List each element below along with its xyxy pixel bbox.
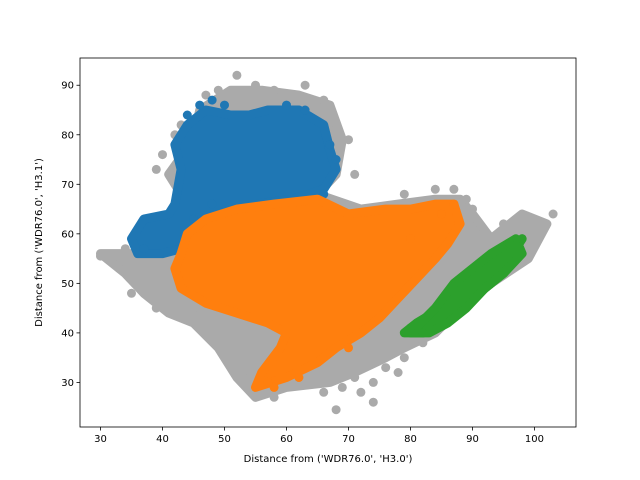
x-tick-label: 100 xyxy=(525,434,544,445)
data-point-green-3 xyxy=(418,328,428,338)
data-point-background-33 xyxy=(350,373,360,382)
data-marks xyxy=(96,70,558,415)
y-tick-label: 80 xyxy=(61,130,74,141)
data-point-blue-7 xyxy=(331,155,341,164)
y-tick-label: 90 xyxy=(61,81,74,92)
data-point-background-47 xyxy=(381,363,391,373)
data-point-orange-2 xyxy=(406,234,415,244)
x-tick-label: 50 xyxy=(218,434,231,445)
x-axis-ticks: 30 40 50 60 70 80 90 100 xyxy=(94,427,544,445)
x-tick-label: 40 xyxy=(156,434,169,445)
data-point-background-29 xyxy=(536,229,546,239)
data-point-blue-1 xyxy=(195,100,205,110)
y-tick-label: 50 xyxy=(61,279,74,290)
x-tick-label: 30 xyxy=(94,434,107,445)
data-point-blue-2 xyxy=(207,95,217,105)
data-point-blue-4 xyxy=(282,100,291,110)
data-point-background-5 xyxy=(151,164,161,174)
data-point-orange-3 xyxy=(263,377,273,387)
data-point-background-10 xyxy=(213,85,223,95)
data-point-background-26 xyxy=(499,219,508,229)
point-cloud-orange-0 xyxy=(170,194,465,392)
data-point-background-34 xyxy=(337,382,347,392)
x-axis-label: Distance from ('WDR76.0', 'H3.0') xyxy=(244,454,413,465)
data-point-background-2 xyxy=(120,244,130,254)
data-point-background-3 xyxy=(139,278,149,288)
y-tick-label: 30 xyxy=(61,378,74,389)
y-axis-label: Distance from ('WDR76.0', 'H3.1') xyxy=(34,158,45,327)
data-point-green-0 xyxy=(517,234,527,244)
data-point-background-35 xyxy=(319,387,329,397)
data-point-blue-11 xyxy=(139,244,149,254)
data-point-background-15 xyxy=(319,95,329,105)
data-point-background-17 xyxy=(331,125,341,135)
data-point-blue-3 xyxy=(220,100,229,110)
data-point-background-12 xyxy=(251,80,260,90)
data-point-background-48 xyxy=(399,353,409,363)
data-point-background-42 xyxy=(151,303,161,313)
data-point-background-9 xyxy=(201,90,211,100)
data-point-orange-5 xyxy=(294,373,304,382)
data-point-background-23 xyxy=(449,184,459,194)
data-point-orange-4 xyxy=(269,382,279,392)
series-green xyxy=(399,234,527,338)
x-tick-label: 70 xyxy=(342,434,355,445)
data-point-blue-9 xyxy=(207,199,217,209)
data-point-background-28 xyxy=(548,209,558,219)
data-point-background-0 xyxy=(96,251,105,261)
data-point-background-44 xyxy=(356,387,366,397)
data-point-background-39 xyxy=(226,348,236,358)
y-tick-label: 40 xyxy=(61,328,74,339)
data-point-background-16 xyxy=(325,105,335,115)
data-point-background-38 xyxy=(238,373,248,382)
data-point-blue-5 xyxy=(300,105,310,115)
data-point-background-11 xyxy=(232,70,242,80)
data-point-background-49 xyxy=(418,338,428,348)
y-tick-label: 60 xyxy=(61,229,74,240)
data-point-background-19 xyxy=(350,169,360,179)
data-point-background-25 xyxy=(468,204,477,214)
data-point-orange-6 xyxy=(344,343,353,353)
y-axis-ticks: 30 40 50 60 70 80 90 xyxy=(61,81,80,389)
data-point-blue-6 xyxy=(325,140,335,150)
data-point-background-24 xyxy=(461,194,471,204)
data-point-background-13 xyxy=(269,85,279,95)
data-point-background-22 xyxy=(430,184,440,194)
x-tick-label: 90 xyxy=(466,434,479,445)
series-orange xyxy=(170,194,465,392)
data-point-orange-0 xyxy=(449,199,459,209)
data-point-background-27 xyxy=(523,214,533,224)
data-point-background-37 xyxy=(269,392,279,402)
data-point-background-1 xyxy=(114,264,124,273)
data-point-background-18 xyxy=(344,135,353,145)
data-point-blue-10 xyxy=(189,214,198,224)
data-point-background-31 xyxy=(393,368,403,377)
data-point-green-1 xyxy=(505,239,515,249)
data-point-green-2 xyxy=(406,323,415,333)
point-cloud-green-1 xyxy=(406,234,527,338)
plot-area xyxy=(79,57,577,428)
data-point-background-46 xyxy=(331,405,341,415)
data-point-blue-0 xyxy=(182,110,192,120)
data-point-background-43 xyxy=(127,288,136,298)
data-point-background-6 xyxy=(158,150,167,160)
x-tick-label: 60 xyxy=(280,434,293,445)
x-tick-label: 80 xyxy=(404,434,417,445)
data-point-background-45 xyxy=(368,397,378,407)
data-point-orange-1 xyxy=(437,209,446,219)
data-point-background-32 xyxy=(368,377,378,387)
data-point-background-41 xyxy=(170,308,180,318)
y-tick-label: 70 xyxy=(61,180,74,191)
data-point-background-14 xyxy=(300,80,310,90)
data-point-background-21 xyxy=(399,189,409,199)
axes-frame xyxy=(79,57,577,428)
